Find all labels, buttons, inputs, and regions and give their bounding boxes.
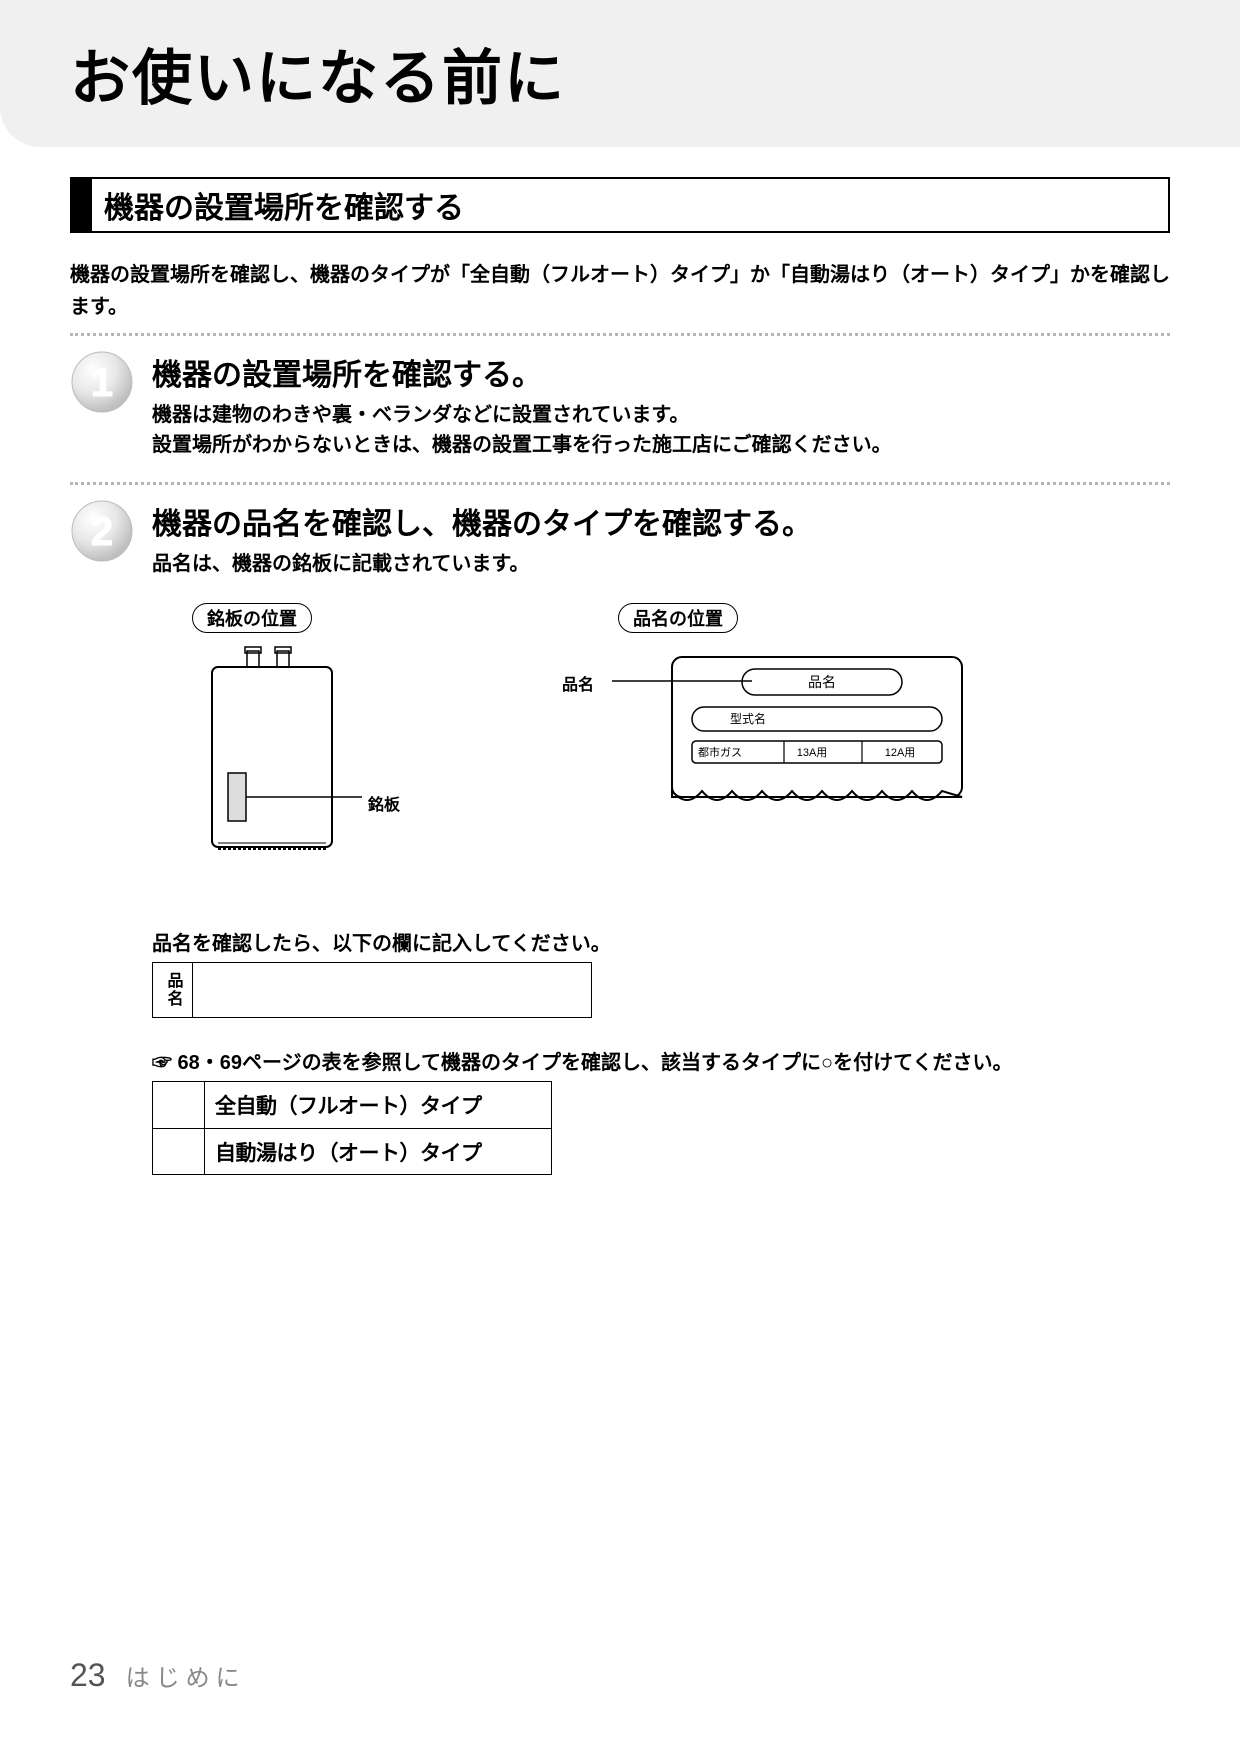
step-2-indent: 銘板の位置 銘板 [152,603,1170,1175]
diagrams-row: 銘板の位置 銘板 [152,603,1170,897]
step-1-text-1: 機器は建物のわきや裏・ベランダなどに設置されています。 [152,400,1170,430]
label-nameplate-text: 銘板 [368,797,400,814]
step-number-badge: 2 [70,499,134,563]
type-checkbox-auto[interactable] [153,1129,205,1174]
section-heading-title: 機器の設置場所を確認する [92,179,464,231]
step-2: 2 機器の品名を確認し、機器のタイプを確認する。 品名は、機器の銘板に記載されて… [70,499,1170,579]
diagram-nameplate-position: 銘板の位置 銘板 [152,603,532,897]
label-hinmei-pointer: 品名 [562,671,594,695]
type-checkbox-full-auto[interactable] [153,1082,205,1128]
content-area: 機器の設置場所を確認する 機器の設置場所を確認し、機器のタイプが「全自動（フルオ… [0,177,1240,1175]
svg-text:1: 1 [91,361,113,405]
svg-text:13A用: 13A用 [797,747,828,759]
type-name-full-auto: 全自動（フルオート）タイプ [205,1082,551,1128]
page-number: 23 [70,1657,106,1694]
step-1: 1 機器の設置場所を確認する。 機器は建物のわきや裏・ベランダなどに設置されてい… [70,350,1170,460]
step-1-title: 機器の設置場所を確認する。 [152,350,1170,394]
svg-text:型式名: 型式名 [730,711,766,726]
type-selection-table: 全自動（フルオート）タイプ 自動湯はり（オート）タイプ [152,1081,552,1175]
label-nameplate-position: 銘板の位置 [192,603,312,633]
product-name-entry-label: 品名 [153,963,193,1017]
diagram-product-name-position: 品名の位置 品名 品名 型式名 都市ガス [612,603,1170,897]
type-row-auto: 自動湯はり（オート）タイプ [153,1128,551,1174]
step-2-body: 機器の品名を確認し、機器のタイプを確認する。 品名は、機器の銘板に記載されていま… [152,499,1170,579]
section-heading-bar [72,179,92,231]
svg-text:2: 2 [91,510,113,554]
type-row-full-auto: 全自動（フルオート）タイプ [153,1082,551,1128]
step-1-text-2: 設置場所がわからないときは、機器の設置工事を行った施工店にご確認ください。 [152,430,1170,460]
footer-section-label: はじめに [126,1658,246,1693]
reference-note: ☞ 68・69ページの表を参照して機器のタイプを確認し、該当するタイプに○を付け… [152,1046,1170,1075]
svg-text:12A用: 12A用 [885,747,916,759]
label-product-name-position: 品名の位置 [618,603,738,633]
svg-text:都市ガス: 都市ガス [698,745,742,759]
product-name-entry-field[interactable] [193,963,591,1017]
lead-paragraph: 機器の設置場所を確認し、機器のタイプが「全自動（フルオート）タイプ」か「自動湯は… [70,259,1170,323]
step-number-badge: 1 [70,350,134,414]
nameplate-closeup-icon: 品名 型式名 都市ガス 13A用 12A用 [612,643,972,833]
product-name-entry-box: 品名 [152,962,592,1018]
svg-text:品名: 品名 [808,674,836,690]
section-heading: 機器の設置場所を確認する [70,177,1170,233]
type-name-auto: 自動湯はり（オート）タイプ [205,1129,551,1174]
page-footer: 23 はじめに [70,1657,246,1694]
page-title: お使いになる前に [70,30,1240,117]
step-1-body: 機器の設置場所を確認する。 機器は建物のわきや裏・ベランダなどに設置されています… [152,350,1170,460]
fill-in-prompt: 品名を確認したら、以下の欄に記入してください。 [152,927,1170,956]
step-2-text: 品名は、機器の銘板に記載されています。 [152,549,1170,579]
water-heater-icon [152,643,452,873]
step-2-title: 機器の品名を確認し、機器のタイプを確認する。 [152,499,1170,543]
divider-dotted [70,482,1170,485]
page-title-band: お使いになる前に [0,0,1240,147]
divider-dotted [70,333,1170,336]
